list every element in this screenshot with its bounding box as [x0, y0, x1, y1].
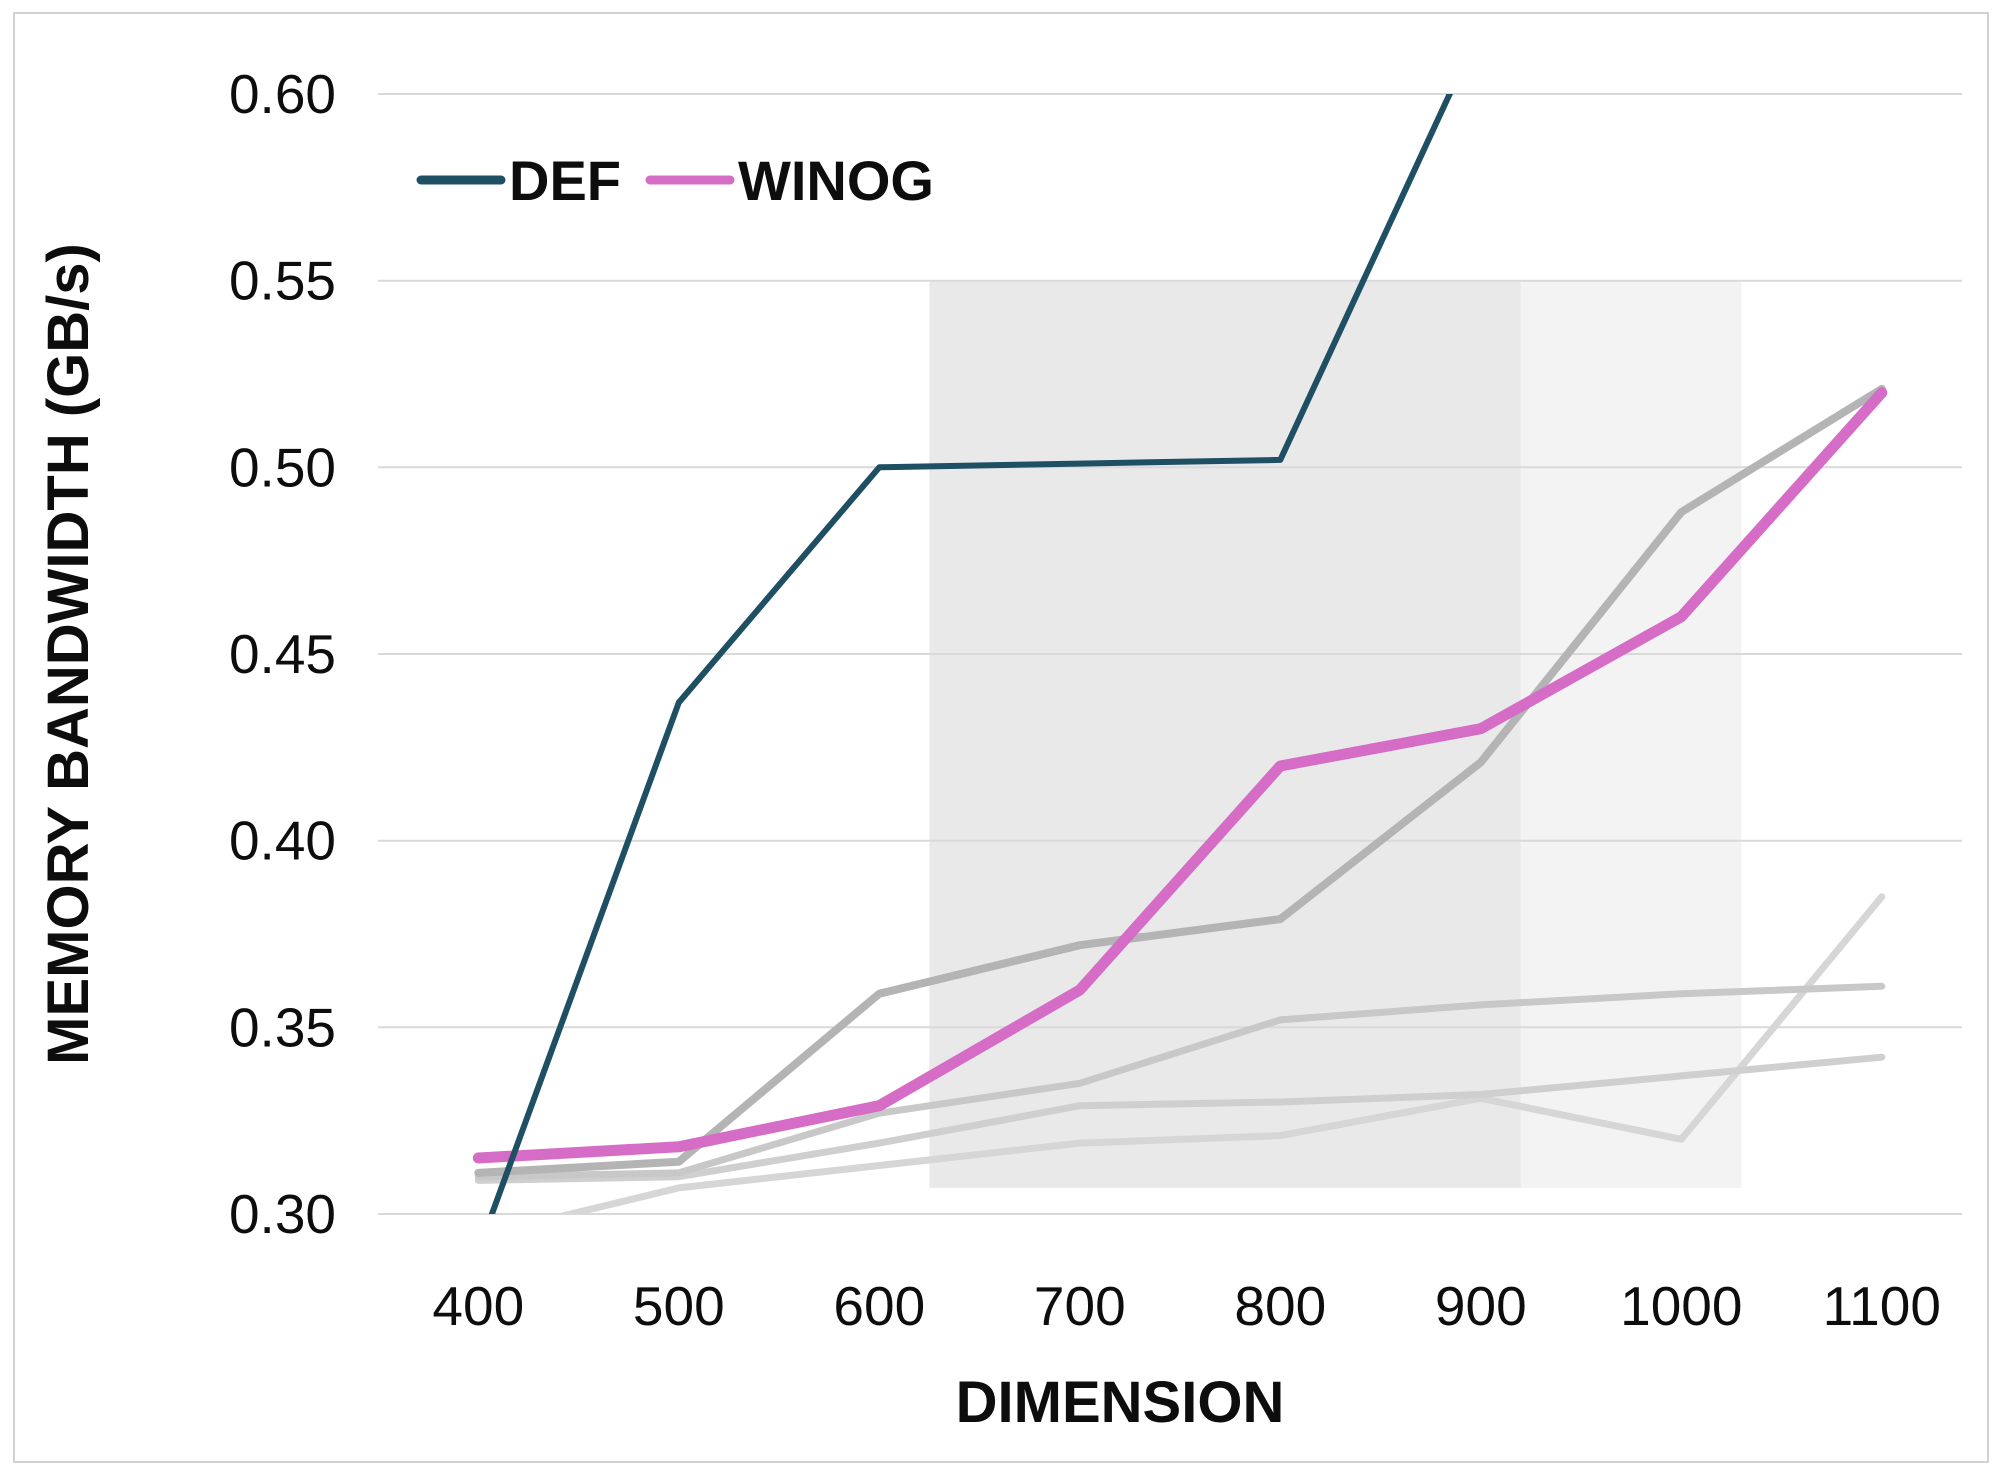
x-tick-label-1000: 1000: [1620, 1275, 1742, 1337]
y-tick-label-0.50: 0.50: [229, 436, 336, 498]
y-tick-label-0.60: 0.60: [229, 63, 336, 125]
series-line-gray-2: [474, 982, 1886, 1181]
x-tick-label-500: 500: [633, 1275, 725, 1337]
y-tick-label-0.40: 0.40: [229, 810, 336, 872]
y-axis-tick-labels: 0.60 0.55 0.50 0.45 0.40 0.35 0.30: [229, 63, 336, 1245]
x-axis-tick-labels: 400 500 600 700 800 900 1000 1100: [432, 1275, 1941, 1337]
highlight-region-2: [1520, 280, 1742, 1188]
y-tick-label-0.35: 0.35: [229, 996, 336, 1058]
x-tick-label-900: 900: [1435, 1275, 1527, 1337]
legend-label-DEF: DEF: [509, 149, 621, 212]
series-line-DEF: [488, 94, 1453, 1214]
series-line-gray-3: [474, 1053, 1886, 1184]
x-tick-label-800: 800: [1234, 1275, 1326, 1337]
x-tick-label-700: 700: [1034, 1275, 1126, 1337]
y-axis-title: MEMORY BANDWIDTH (GB/s): [36, 243, 101, 1065]
series-line-gray-4: [556, 893, 1886, 1214]
y-tick-label-0.55: 0.55: [229, 250, 336, 312]
series-line-WINOG: [472, 387, 1888, 1164]
figure-border: [13, 12, 1989, 1463]
x-axis-title: DIMENSION: [956, 1370, 1285, 1435]
legend: DEF WINOG: [416, 149, 934, 212]
y-tick-label-0.45: 0.45: [229, 623, 336, 685]
x-tick-label-600: 600: [833, 1275, 925, 1337]
x-tick-label-1100: 1100: [1823, 1275, 1941, 1337]
series-line-gray-1: [474, 384, 1886, 1177]
y-tick-label-0.30: 0.30: [229, 1183, 336, 1245]
legend-label-WINOG: WINOG: [738, 149, 934, 212]
x-tick-label-400: 400: [432, 1275, 524, 1337]
